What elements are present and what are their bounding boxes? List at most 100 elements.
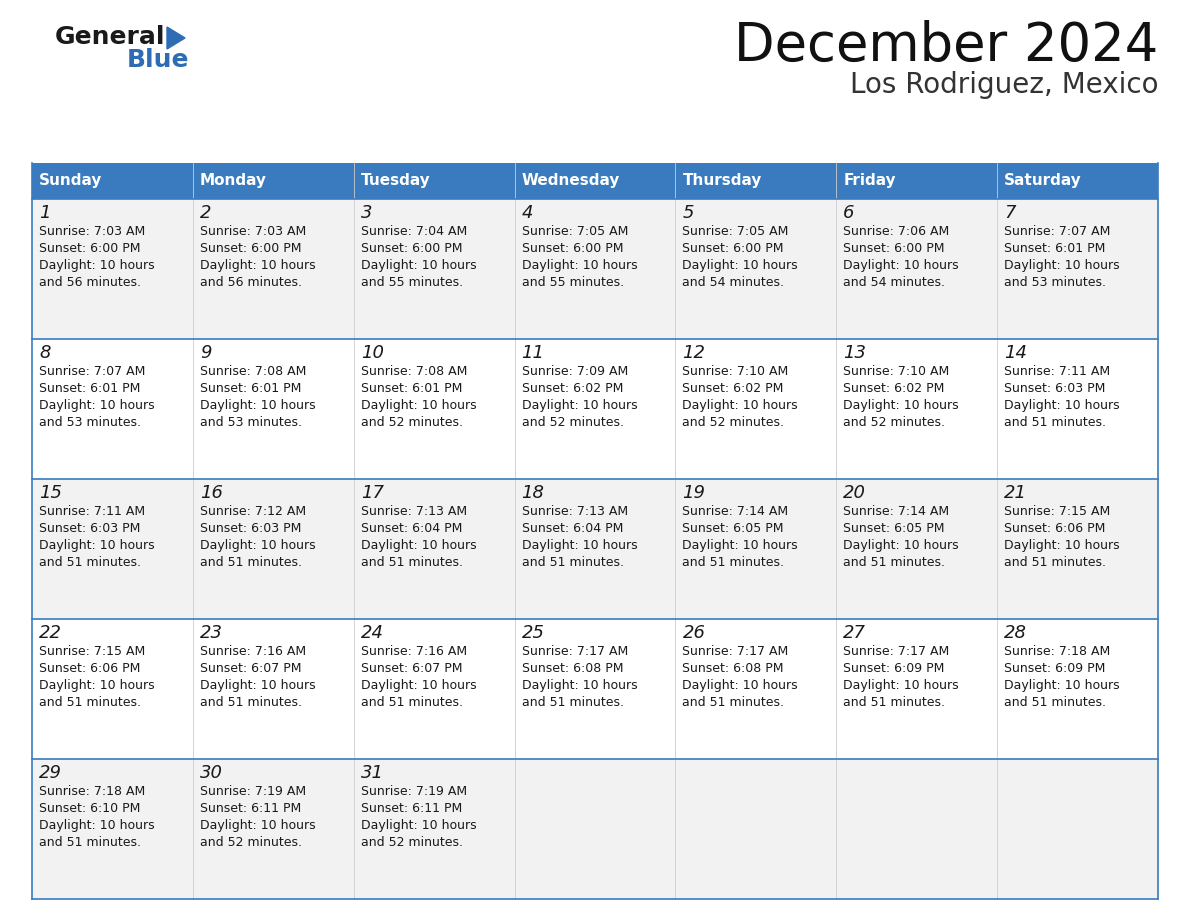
- Text: Sunset: 6:05 PM: Sunset: 6:05 PM: [843, 522, 944, 535]
- Bar: [836, 339, 997, 479]
- Text: Sunrise: 7:07 AM: Sunrise: 7:07 AM: [1004, 225, 1111, 238]
- Text: 16: 16: [200, 484, 223, 502]
- Text: and 51 minutes.: and 51 minutes.: [1004, 556, 1106, 569]
- Text: Daylight: 10 hours: Daylight: 10 hours: [39, 819, 154, 832]
- Text: 8: 8: [39, 344, 51, 362]
- Text: Sunrise: 7:17 AM: Sunrise: 7:17 AM: [843, 645, 949, 658]
- Text: Los Rodriguez, Mexico: Los Rodriguez, Mexico: [849, 71, 1158, 99]
- Text: Sunrise: 7:19 AM: Sunrise: 7:19 AM: [200, 785, 307, 798]
- Text: 22: 22: [39, 624, 62, 642]
- Text: and 51 minutes.: and 51 minutes.: [200, 696, 302, 709]
- Text: and 54 minutes.: and 54 minutes.: [843, 276, 946, 289]
- Bar: [514, 199, 676, 339]
- Text: and 52 minutes.: and 52 minutes.: [843, 416, 946, 429]
- Bar: [676, 759, 836, 899]
- Bar: [514, 163, 676, 199]
- Text: Sunset: 6:00 PM: Sunset: 6:00 PM: [843, 242, 944, 255]
- Text: and 52 minutes.: and 52 minutes.: [682, 416, 784, 429]
- Text: 4: 4: [522, 204, 533, 222]
- Bar: [836, 479, 997, 619]
- Text: Tuesday: Tuesday: [361, 174, 430, 188]
- Text: and 55 minutes.: and 55 minutes.: [522, 276, 624, 289]
- Bar: [676, 199, 836, 339]
- Text: Sunset: 6:00 PM: Sunset: 6:00 PM: [200, 242, 302, 255]
- Text: and 54 minutes.: and 54 minutes.: [682, 276, 784, 289]
- Text: Sunset: 6:00 PM: Sunset: 6:00 PM: [39, 242, 140, 255]
- Text: and 52 minutes.: and 52 minutes.: [361, 836, 462, 849]
- Text: Sunset: 6:00 PM: Sunset: 6:00 PM: [682, 242, 784, 255]
- Text: Daylight: 10 hours: Daylight: 10 hours: [361, 679, 476, 692]
- Text: and 51 minutes.: and 51 minutes.: [200, 556, 302, 569]
- Bar: [676, 479, 836, 619]
- Text: Sunset: 6:07 PM: Sunset: 6:07 PM: [200, 662, 302, 675]
- Text: Sunset: 6:11 PM: Sunset: 6:11 PM: [200, 802, 301, 815]
- Text: Sunset: 6:03 PM: Sunset: 6:03 PM: [1004, 382, 1106, 395]
- Text: Daylight: 10 hours: Daylight: 10 hours: [361, 539, 476, 552]
- Text: Sunday: Sunday: [39, 174, 102, 188]
- Text: Sunrise: 7:11 AM: Sunrise: 7:11 AM: [1004, 365, 1111, 378]
- Text: Daylight: 10 hours: Daylight: 10 hours: [682, 539, 798, 552]
- Text: Daylight: 10 hours: Daylight: 10 hours: [39, 399, 154, 412]
- Text: and 56 minutes.: and 56 minutes.: [200, 276, 302, 289]
- Text: Sunrise: 7:08 AM: Sunrise: 7:08 AM: [200, 365, 307, 378]
- Text: Daylight: 10 hours: Daylight: 10 hours: [682, 679, 798, 692]
- Text: Sunset: 6:00 PM: Sunset: 6:00 PM: [522, 242, 623, 255]
- Text: 19: 19: [682, 484, 706, 502]
- Text: 23: 23: [200, 624, 223, 642]
- Text: Sunrise: 7:13 AM: Sunrise: 7:13 AM: [361, 505, 467, 518]
- Bar: [32, 339, 192, 479]
- Text: Daylight: 10 hours: Daylight: 10 hours: [200, 399, 316, 412]
- Text: Sunrise: 7:16 AM: Sunrise: 7:16 AM: [200, 645, 307, 658]
- Text: and 51 minutes.: and 51 minutes.: [39, 836, 141, 849]
- Bar: [514, 479, 676, 619]
- Text: 1: 1: [39, 204, 51, 222]
- Text: Sunset: 6:01 PM: Sunset: 6:01 PM: [361, 382, 462, 395]
- Text: and 51 minutes.: and 51 minutes.: [39, 556, 141, 569]
- Text: 20: 20: [843, 484, 866, 502]
- Text: 14: 14: [1004, 344, 1028, 362]
- Text: Monday: Monday: [200, 174, 267, 188]
- Text: and 56 minutes.: and 56 minutes.: [39, 276, 141, 289]
- Text: Daylight: 10 hours: Daylight: 10 hours: [843, 539, 959, 552]
- Text: Sunrise: 7:05 AM: Sunrise: 7:05 AM: [522, 225, 628, 238]
- Text: and 53 minutes.: and 53 minutes.: [1004, 276, 1106, 289]
- Text: and 53 minutes.: and 53 minutes.: [200, 416, 302, 429]
- Text: Daylight: 10 hours: Daylight: 10 hours: [39, 259, 154, 272]
- Text: 3: 3: [361, 204, 372, 222]
- Text: 31: 31: [361, 764, 384, 782]
- Text: and 51 minutes.: and 51 minutes.: [361, 696, 462, 709]
- Bar: [354, 339, 514, 479]
- Text: Daylight: 10 hours: Daylight: 10 hours: [522, 259, 637, 272]
- Text: Sunrise: 7:14 AM: Sunrise: 7:14 AM: [843, 505, 949, 518]
- Text: 24: 24: [361, 624, 384, 642]
- Text: 18: 18: [522, 484, 544, 502]
- Text: Sunset: 6:06 PM: Sunset: 6:06 PM: [39, 662, 140, 675]
- Bar: [32, 163, 192, 199]
- Text: 30: 30: [200, 764, 223, 782]
- Text: Sunset: 6:01 PM: Sunset: 6:01 PM: [200, 382, 302, 395]
- Text: 10: 10: [361, 344, 384, 362]
- Text: Sunrise: 7:13 AM: Sunrise: 7:13 AM: [522, 505, 627, 518]
- Text: Daylight: 10 hours: Daylight: 10 hours: [843, 259, 959, 272]
- Text: Blue: Blue: [127, 48, 190, 72]
- Bar: [997, 479, 1158, 619]
- Text: and 51 minutes.: and 51 minutes.: [361, 556, 462, 569]
- Bar: [676, 163, 836, 199]
- Text: Sunset: 6:07 PM: Sunset: 6:07 PM: [361, 662, 462, 675]
- Bar: [836, 163, 997, 199]
- Text: Sunrise: 7:17 AM: Sunrise: 7:17 AM: [522, 645, 627, 658]
- Text: Sunset: 6:03 PM: Sunset: 6:03 PM: [200, 522, 302, 535]
- Text: Daylight: 10 hours: Daylight: 10 hours: [1004, 679, 1120, 692]
- Text: Sunset: 6:09 PM: Sunset: 6:09 PM: [1004, 662, 1106, 675]
- Text: and 51 minutes.: and 51 minutes.: [522, 556, 624, 569]
- Bar: [836, 619, 997, 759]
- Bar: [997, 339, 1158, 479]
- Text: Wednesday: Wednesday: [522, 174, 620, 188]
- Text: 29: 29: [39, 764, 62, 782]
- Bar: [676, 339, 836, 479]
- Text: Sunset: 6:03 PM: Sunset: 6:03 PM: [39, 522, 140, 535]
- Text: and 52 minutes.: and 52 minutes.: [522, 416, 624, 429]
- Text: Sunrise: 7:04 AM: Sunrise: 7:04 AM: [361, 225, 467, 238]
- Text: Daylight: 10 hours: Daylight: 10 hours: [522, 399, 637, 412]
- Text: Sunrise: 7:14 AM: Sunrise: 7:14 AM: [682, 505, 789, 518]
